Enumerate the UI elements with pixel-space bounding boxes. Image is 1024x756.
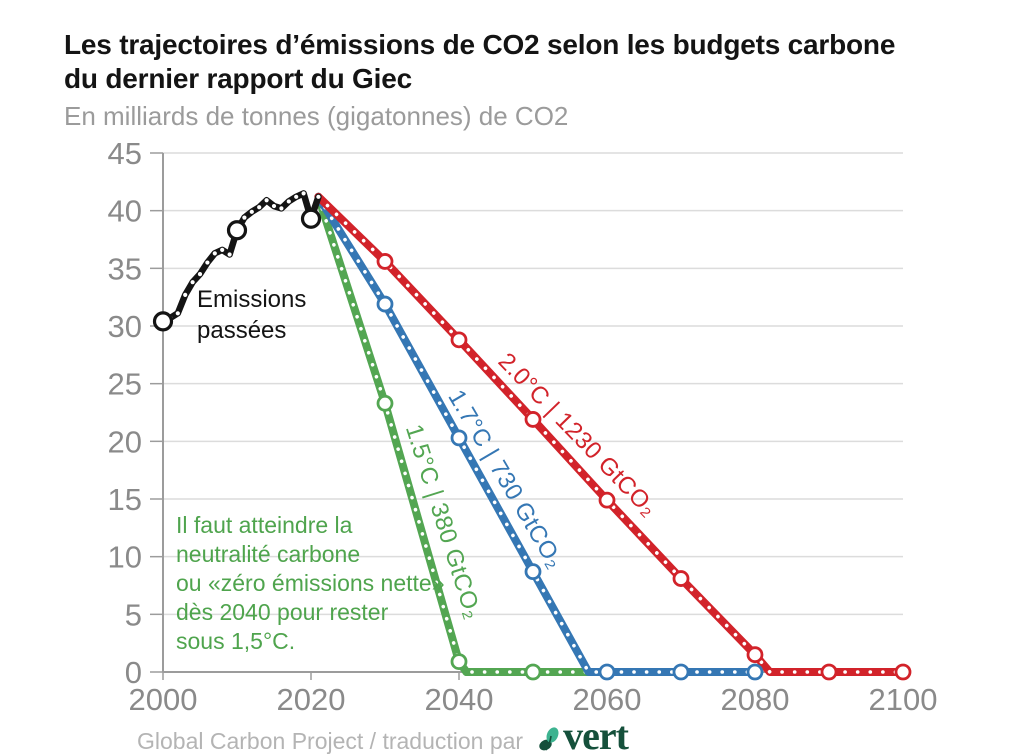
marker-past-2000 [152, 311, 174, 332]
axis-labels: 0 5 10 15 20 25 30 35 40 45 2000 2020 2040 2060 2080 21… [108, 136, 938, 717]
marker-c17-2040 [450, 429, 468, 447]
source-credit: Global Carbon Project / traduction par [137, 728, 524, 754]
past-year-dot-2021 [316, 194, 321, 199]
y-axis-label-30: 30 [108, 309, 142, 344]
header: Les trajectoires d’émissions de CO2 selo… [64, 28, 984, 131]
y-axis-label-40: 40 [108, 194, 142, 229]
past-year-dot-2002 [175, 311, 180, 316]
marker-c15-2040 [450, 653, 468, 671]
x-axis-label-2080: 2080 [721, 682, 790, 717]
x-axis-label-2020: 2020 [277, 682, 346, 717]
past-year-dot-2009 [227, 252, 232, 257]
vert-logo: vert [537, 713, 629, 756]
past-year-dot-2007 [212, 251, 217, 256]
y-axis-label-15: 15 [108, 482, 142, 517]
marker-c20-2090 [820, 663, 838, 681]
past-emissions-label: Emissions passées [197, 286, 307, 344]
y-axis-label-0: 0 [125, 655, 142, 690]
past-year-dot-2014 [264, 198, 269, 203]
y-axis-label-10: 10 [108, 540, 142, 575]
y-axis-label-5: 5 [125, 597, 142, 632]
y-axis-label-45: 45 [108, 136, 142, 171]
marker-c17-2060 [598, 663, 616, 681]
marker-c17-2050 [524, 563, 542, 581]
x-axis-label-2040: 2040 [425, 682, 494, 717]
past-year-dot-2019 [301, 191, 306, 196]
y-axis-label-25: 25 [108, 367, 142, 402]
series-line-c17 [314, 192, 763, 676]
x-axis-label-2060: 2060 [573, 682, 642, 717]
marker-c20-2040 [450, 331, 468, 349]
past-year-dot-2017 [286, 199, 291, 204]
vert-leaf-icon [539, 727, 559, 751]
past-year-dot-2016 [279, 206, 284, 211]
past-year-dot-2008 [220, 247, 225, 252]
series-markers [152, 208, 912, 681]
neutrality-annotation: Il faut atteindre la neutralité carbone ou… [176, 512, 445, 654]
vert-logo-text: vert [563, 713, 629, 756]
marker-c20-2070 [672, 570, 690, 587]
x-axis-label-2000: 2000 [129, 682, 198, 717]
marker-c17-2030 [376, 295, 394, 313]
past-year-dot-2015 [271, 203, 277, 209]
past-year-dot-2012 [249, 209, 254, 214]
past-year-dot-2006 [205, 260, 210, 265]
marker-c20-2050 [524, 411, 542, 428]
marker-c20-2100 [894, 663, 912, 681]
past-year-dot-2005 [197, 272, 203, 277]
past-year-dot-2018 [294, 194, 299, 199]
footer: Global Carbon Project / traduction par ve… [137, 712, 629, 756]
marker-past-2020 [300, 208, 322, 229]
marker-past-2010 [226, 220, 248, 241]
marker-c20-2080 [746, 646, 764, 664]
x-axis-label-2100: 2100 [869, 682, 938, 717]
marker-c20-2060 [598, 491, 616, 509]
marker-c15-2050 [524, 663, 542, 681]
marker-c17-2070 [672, 663, 690, 681]
marker-c17-2080 [746, 663, 764, 681]
past-year-dot-2013 [257, 205, 262, 210]
chart-subtitle: En milliards de tonnes (gigatonnes) de C… [64, 101, 569, 131]
y-axis-label-20: 20 [108, 424, 142, 459]
grid-and-axes [150, 152, 904, 680]
y-axis-label-35: 35 [108, 251, 142, 286]
chart-title: Les trajectoires d’émissions de CO2 selo… [64, 29, 896, 94]
past-year-dot-2003 [183, 292, 188, 297]
marker-c20-2030 [376, 253, 394, 270]
past-year-dot-2011 [242, 215, 247, 220]
past-year-dot-2004 [190, 280, 195, 285]
marker-c15-2030 [376, 394, 394, 412]
